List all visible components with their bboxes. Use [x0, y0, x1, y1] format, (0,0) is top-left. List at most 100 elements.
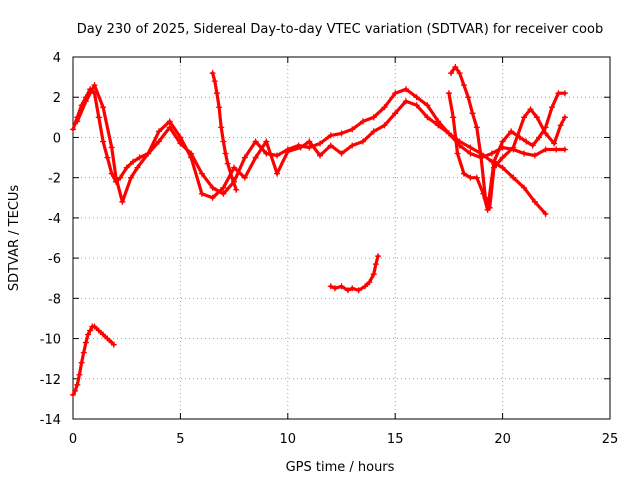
data-point [263, 138, 270, 145]
data-point [136, 154, 143, 161]
y-tick-label: 0 [53, 131, 61, 146]
data-point [317, 152, 324, 159]
series-arc-3 [211, 71, 238, 192]
data-point [252, 154, 259, 161]
data-point [100, 331, 107, 338]
data-point [220, 138, 227, 145]
y-tick-label: 2 [53, 91, 61, 106]
data-point [521, 184, 528, 191]
y-tick-label: -2 [48, 172, 61, 187]
data-point [491, 158, 498, 165]
data-point [198, 190, 205, 197]
data-point [327, 132, 334, 139]
data-point [445, 90, 452, 97]
data-series [70, 64, 568, 398]
data-point [87, 327, 94, 334]
data-point [370, 114, 377, 121]
data-point [220, 184, 227, 191]
data-point [166, 118, 173, 125]
data-point [370, 128, 377, 135]
data-point [424, 114, 431, 121]
data-point [188, 154, 195, 161]
data-point [177, 134, 184, 141]
data-point [327, 142, 334, 149]
data-point [553, 146, 560, 153]
data-point [450, 114, 457, 121]
data-point [349, 142, 356, 149]
data-point [104, 154, 111, 161]
data-point [263, 150, 270, 157]
data-point [241, 174, 248, 181]
data-point [473, 124, 480, 131]
series-arc-2 [75, 83, 548, 216]
data-point [241, 154, 248, 161]
data-point [306, 138, 313, 145]
data-point [228, 174, 235, 181]
y-tick-label: -8 [48, 292, 61, 307]
x-tick-label: 25 [602, 432, 619, 447]
data-point [499, 138, 506, 145]
data-point [531, 198, 538, 205]
x-tick-label: 0 [69, 432, 77, 447]
data-point [381, 122, 388, 129]
data-point [521, 150, 528, 157]
data-point [510, 144, 517, 151]
data-point [370, 271, 377, 278]
data-point [366, 279, 373, 286]
data-point [209, 184, 216, 191]
data-point [381, 104, 388, 111]
y-tick-label: 4 [53, 51, 61, 66]
y-tick-label: -10 [40, 333, 61, 348]
data-point [85, 331, 92, 338]
data-point [392, 110, 399, 117]
data-point [233, 186, 240, 193]
data-point [561, 114, 568, 121]
data-point [70, 126, 76, 133]
y-tick-label: -4 [48, 212, 61, 227]
y-tick-label: -12 [40, 373, 61, 388]
data-point [130, 158, 137, 165]
data-point [134, 164, 141, 171]
data-point [91, 82, 98, 89]
data-point [359, 138, 366, 145]
data-point [209, 70, 216, 77]
grid-lines [73, 57, 610, 419]
data-point [561, 146, 568, 153]
data-point [95, 327, 102, 334]
x-tick-label: 10 [280, 432, 297, 447]
data-point [220, 190, 227, 197]
data-point [508, 128, 515, 135]
data-point [561, 90, 568, 97]
data-point [375, 253, 382, 260]
data-point [413, 102, 420, 109]
data-point [72, 387, 79, 394]
data-point [216, 104, 223, 111]
data-point [74, 118, 81, 125]
data-point [110, 341, 117, 348]
data-point [145, 150, 152, 157]
data-point [100, 138, 107, 145]
data-point [372, 261, 379, 268]
data-point [108, 144, 115, 151]
data-point [76, 371, 83, 378]
data-point [70, 391, 76, 398]
data-point [80, 349, 87, 356]
data-point [557, 122, 564, 129]
data-point [317, 140, 324, 147]
x-axis-label: GPS time / hours [286, 460, 395, 475]
data-point [274, 170, 281, 177]
data-point [484, 206, 491, 213]
data-point [166, 124, 173, 131]
data-point [499, 154, 506, 161]
data-point [274, 152, 281, 159]
data-point [435, 122, 442, 129]
data-point [74, 381, 81, 388]
data-point [478, 154, 485, 161]
data-point [91, 323, 98, 330]
x-tick-label: 20 [494, 432, 511, 447]
data-point [549, 104, 556, 111]
data-point [104, 335, 111, 342]
data-point [119, 198, 126, 205]
data-point [445, 130, 452, 137]
data-point [551, 140, 558, 147]
